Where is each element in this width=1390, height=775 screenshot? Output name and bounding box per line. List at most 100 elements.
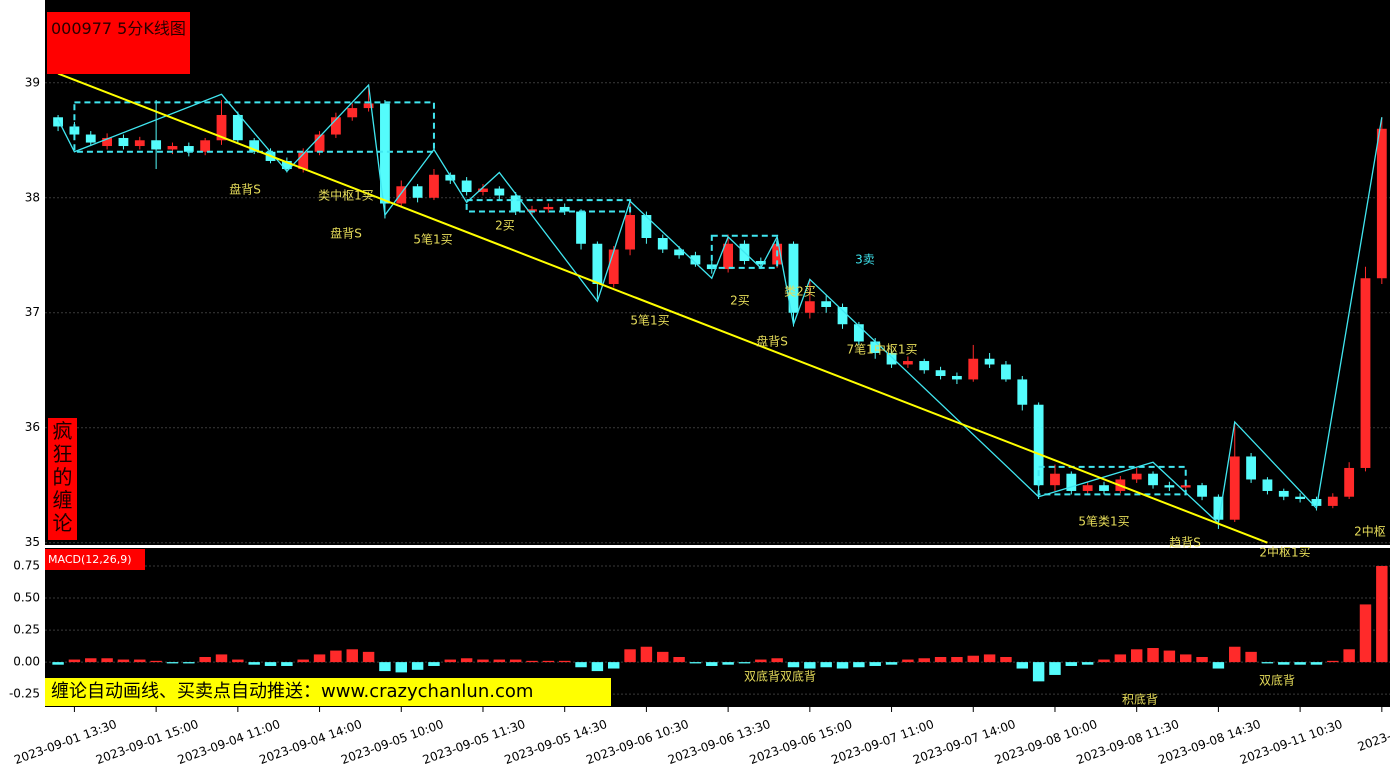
candle-body	[1229, 456, 1240, 520]
annotation: 盘背S	[756, 334, 788, 349]
macd-bar	[166, 662, 179, 664]
candle-body	[902, 361, 913, 365]
candle-body	[608, 249, 619, 284]
candle-body	[1344, 467, 1355, 497]
macd-bar	[477, 659, 489, 663]
annotation: 5笔类1买	[1078, 514, 1129, 529]
macd-bar	[52, 662, 64, 665]
annotation: 类中枢1买	[318, 188, 374, 203]
macd-bar	[330, 650, 342, 663]
candle-body	[461, 180, 472, 193]
macd-bar	[346, 649, 358, 663]
pivot-box	[1037, 465, 1187, 496]
candle-body	[641, 215, 652, 239]
candle-body	[1017, 379, 1028, 405]
candle-body	[1360, 278, 1371, 468]
candle-body	[53, 117, 63, 127]
macd-bar	[68, 659, 81, 663]
candle-body	[1327, 496, 1338, 506]
macd-bar	[1081, 662, 1094, 665]
candle-body	[919, 361, 930, 371]
candle-body	[559, 206, 570, 212]
macd-tick-label: 0.00	[13, 655, 40, 669]
macd-bar	[1212, 662, 1225, 669]
macd-bar	[183, 662, 195, 664]
macd-bar	[853, 662, 865, 668]
macd-bar	[640, 646, 653, 663]
macd-bar	[232, 659, 244, 663]
macd-bar	[624, 649, 636, 663]
macd-bar	[1196, 656, 1208, 663]
macd-bar	[1032, 662, 1045, 682]
macd-annotation: 双底背	[1259, 673, 1295, 688]
macd-bar	[411, 662, 424, 670]
annotation: 盘背S	[330, 226, 362, 241]
candle-body	[576, 211, 586, 244]
candle-body	[1099, 485, 1109, 491]
macd-bar	[1147, 648, 1159, 663]
candle-body	[592, 243, 603, 284]
candle-body	[347, 108, 358, 118]
macd-bar	[509, 659, 522, 663]
candle-body	[804, 301, 815, 313]
pivot-box	[73, 101, 435, 153]
y-tick-label: 36	[25, 420, 40, 434]
annotation: 盘背S	[229, 182, 261, 197]
macd-tick-label: -0.25	[9, 687, 40, 701]
annotation: 3卖	[855, 253, 875, 267]
macd-bar	[460, 658, 473, 663]
macd-bar	[1261, 662, 1274, 664]
chart-title: 000977 5分K线图	[47, 12, 190, 74]
macd-bar	[1000, 656, 1012, 663]
macd-bar	[869, 662, 881, 666]
candle-body	[1001, 364, 1011, 380]
candle-body	[755, 261, 766, 265]
candle-body	[200, 140, 211, 152]
annotation: 2中枢	[1354, 524, 1386, 539]
banner: 缠论自动画线、买卖点自动推送：www.crazychanlun.com	[45, 678, 611, 706]
macd-bar	[1163, 650, 1176, 663]
macd-bar	[755, 659, 767, 663]
candle-body	[1131, 473, 1142, 480]
macd-bar	[1049, 662, 1061, 675]
candle-body	[886, 352, 897, 365]
macd-bar	[673, 656, 685, 663]
macd-bar	[297, 659, 309, 663]
macd-bar	[1016, 662, 1029, 669]
macd-tick-label: 0.25	[13, 623, 40, 637]
macd-bar	[575, 662, 587, 668]
candle-body	[1164, 485, 1175, 488]
candle-body	[837, 306, 848, 325]
candle-body	[968, 358, 979, 380]
candle-body	[85, 134, 96, 143]
macd-bar	[1327, 660, 1339, 663]
candle-body	[1050, 473, 1060, 486]
candle-body	[1197, 485, 1207, 497]
macd-bar	[771, 658, 783, 663]
candle-body	[102, 137, 113, 147]
macd-bar	[1130, 649, 1143, 663]
candle-body	[298, 151, 309, 170]
candle-body	[690, 255, 701, 265]
pivot-box	[465, 199, 632, 213]
candle-body	[723, 243, 734, 270]
candle-body	[1082, 485, 1093, 491]
macd-annotation: 积底背	[1122, 692, 1158, 707]
macd-bar	[657, 651, 669, 663]
macd-bar	[248, 662, 260, 665]
y-tick-label: 37	[25, 305, 40, 319]
macd-bar	[1294, 662, 1306, 665]
candle-body	[478, 188, 488, 193]
annotation: 5笔1买	[413, 232, 452, 247]
candle-body	[167, 146, 178, 150]
macd-bar	[1229, 646, 1241, 663]
candle-body	[1066, 473, 1077, 491]
candle-body	[674, 249, 684, 256]
macd-bar	[101, 658, 113, 663]
annotation: 趋背S	[1169, 536, 1201, 550]
macd-bar	[918, 658, 930, 663]
macd-bar	[150, 660, 162, 663]
macd-bar	[281, 662, 293, 666]
